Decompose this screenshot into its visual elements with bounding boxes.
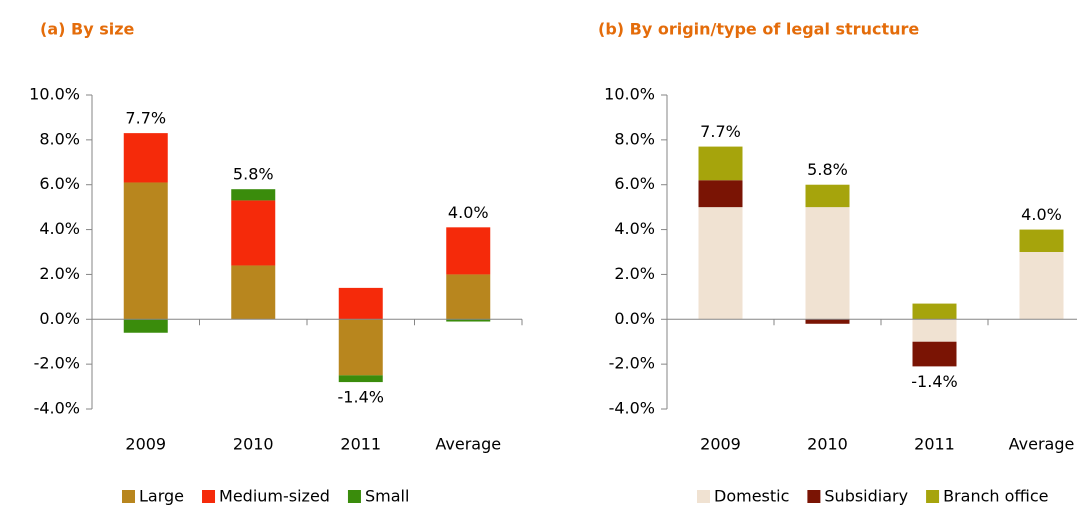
bar-segment (698, 207, 743, 320)
bar-segment (912, 303, 957, 320)
bar-segment (698, 180, 743, 208)
y-tick-label: -4.0% (34, 399, 80, 418)
bar-segment (123, 319, 168, 333)
y-tick-label: 4.0% (39, 219, 80, 238)
y-tick-label: -2.0% (609, 354, 655, 373)
legend-swatch (697, 490, 710, 503)
legend-label: Domestic (714, 487, 789, 506)
bar-segment (805, 184, 850, 208)
x-tick-label: 2011 (914, 435, 955, 454)
y-tick-label: 10.0% (604, 85, 655, 104)
y-tick-label: 2.0% (39, 264, 80, 283)
total-label: 7.7% (125, 109, 166, 128)
chart-title: (a) By size (40, 20, 135, 39)
bar-segment (805, 319, 850, 324)
x-tick-label: Average (435, 435, 501, 454)
y-tick-label: 0.0% (39, 309, 80, 328)
total-label: -1.4% (911, 372, 957, 391)
legend-swatch (807, 490, 821, 503)
bar-segment (1019, 252, 1064, 320)
x-tick-label: 2011 (340, 435, 381, 454)
x-tick-label: 2009 (700, 435, 741, 454)
bar-segment (912, 341, 957, 367)
total-label: 5.8% (233, 165, 274, 184)
total-label: 7.7% (700, 122, 741, 141)
bar-segment (338, 287, 383, 320)
legend-label: Subsidiary (824, 487, 908, 506)
bar-segment (123, 182, 168, 320)
bar-segment (231, 265, 276, 320)
x-tick-label: 2009 (125, 435, 166, 454)
chart-title: (b) By origin/type of legal structure (598, 20, 919, 39)
y-tick-label: 8.0% (614, 129, 655, 148)
y-tick-label: 2.0% (614, 264, 655, 283)
y-tick-label: 4.0% (614, 219, 655, 238)
x-tick-label: Average (1009, 435, 1075, 454)
legend-label: Small (365, 487, 409, 506)
y-tick-label: -2.0% (34, 354, 80, 373)
legend-swatch (926, 490, 940, 503)
bar-segment (698, 146, 743, 181)
bar-segment (446, 274, 491, 320)
x-tick-label: 2010 (233, 435, 274, 454)
bar-segment (446, 227, 491, 275)
bar-segment (1019, 229, 1064, 252)
bar-segment (338, 375, 383, 383)
legend-swatch (202, 490, 216, 503)
bar-segment (231, 189, 276, 201)
legend-swatch (122, 490, 135, 503)
x-tick-label: 2010 (807, 435, 848, 454)
legend-label: Medium-sized (219, 487, 330, 506)
bar-segment (912, 319, 957, 342)
bar-segment (338, 319, 383, 376)
y-tick-label: 6.0% (39, 174, 80, 193)
y-tick-label: 0.0% (614, 309, 655, 328)
bar-segment (446, 319, 491, 322)
total-label: 5.8% (807, 160, 848, 179)
bar-segment (805, 207, 850, 320)
y-tick-label: 10.0% (29, 85, 80, 104)
total-label: 4.0% (1021, 205, 1062, 224)
legend-label: Branch office (943, 487, 1048, 506)
y-tick-label: 8.0% (39, 129, 80, 148)
y-tick-label: -4.0% (609, 399, 655, 418)
legend-label: Large (139, 487, 184, 506)
legend-swatch (347, 490, 361, 503)
bar-segment (231, 200, 276, 266)
y-tick-label: 6.0% (614, 174, 655, 193)
bar-segment (123, 133, 168, 183)
total-label: 4.0% (448, 203, 489, 222)
total-label: -1.4% (338, 388, 384, 407)
